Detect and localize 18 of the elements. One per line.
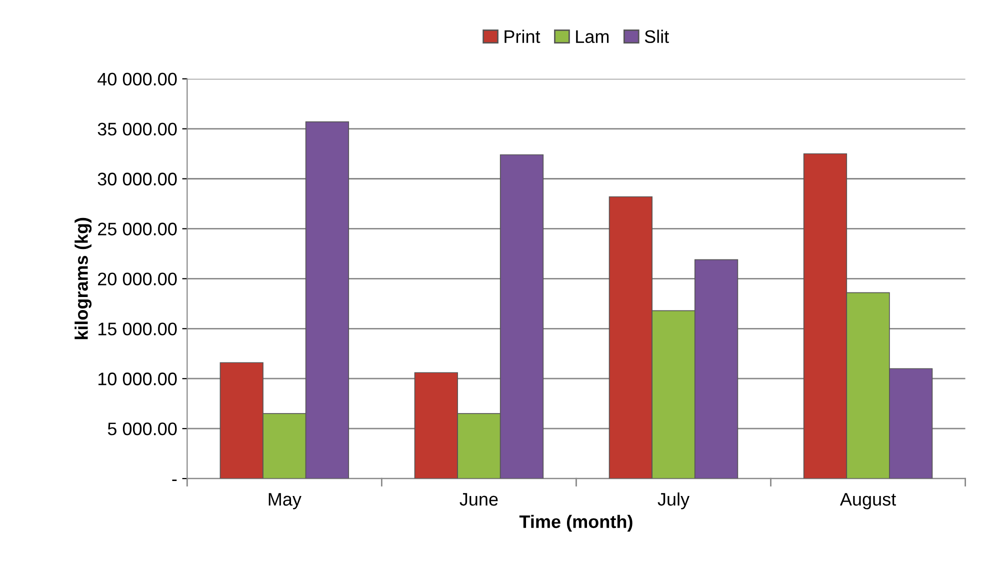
y-tick-label: 35 000.00	[98, 122, 177, 136]
x-tick-label: May	[268, 493, 302, 510]
x-axis-title: Time (month)	[519, 514, 632, 532]
x-tick-label: July	[658, 492, 690, 510]
y-tick-label: 25 000.00	[98, 222, 177, 236]
y-tick-label: -	[172, 480, 177, 481]
y-tick-label: 40 000.00	[98, 72, 177, 86]
legend-label: Slit	[644, 30, 669, 44]
legend-label: Lam	[576, 30, 609, 44]
y-tick-label: 30 000.00	[98, 172, 177, 186]
y-axis-title: kilograms (kg)	[74, 218, 92, 340]
y-tick-label: 5 000.00	[108, 422, 177, 436]
y-tick-label: 15 000.00	[98, 322, 177, 336]
legend-label: Print	[504, 30, 540, 43]
x-tick-label: June	[460, 493, 498, 506]
x-tick-label: August	[840, 493, 896, 510]
y-tick-label: 10 000.00	[98, 372, 177, 386]
y-tick-label: 20 000.00	[98, 272, 177, 286]
